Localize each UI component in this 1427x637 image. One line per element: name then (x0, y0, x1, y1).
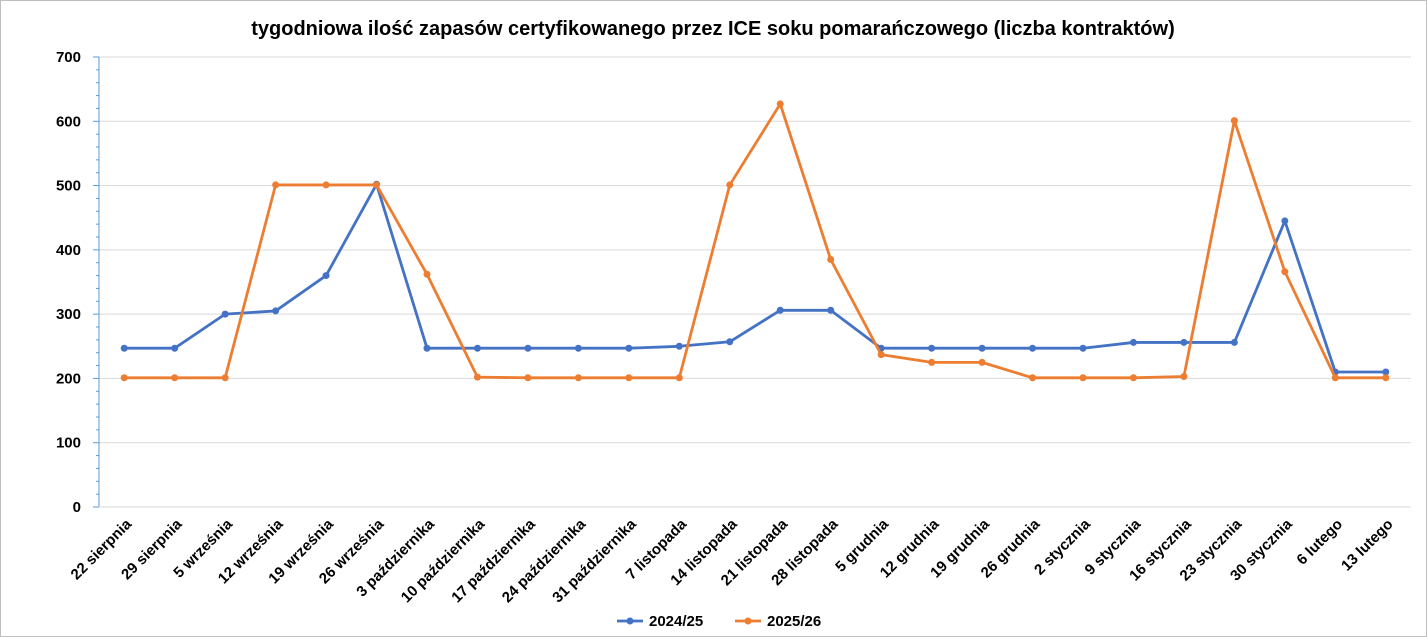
data-point (675, 342, 683, 350)
data-point (1180, 373, 1188, 380)
legend-label: 2024/25 (649, 613, 703, 630)
gridlines (99, 56, 1411, 444)
data-point (978, 344, 986, 352)
data-point (423, 270, 431, 278)
y-tick-label: 100 (56, 435, 81, 452)
data-point (978, 358, 986, 366)
data-point (1382, 368, 1390, 376)
data-point (1079, 344, 1087, 352)
data-point (776, 100, 784, 108)
data-point (473, 344, 481, 352)
data-point (322, 181, 330, 189)
data-point (574, 344, 582, 352)
chart-title: tygodniowa ilość zapasów certyfikowanego… (251, 18, 1175, 40)
data-point (221, 374, 229, 382)
y-tick-label: 600 (56, 113, 81, 130)
y-tick-label: 200 (56, 370, 81, 387)
legend: 2024/25 2025/26 (617, 613, 821, 630)
data-point (877, 351, 885, 359)
data-point (574, 374, 582, 382)
legend-label: 2025/26 (767, 613, 821, 630)
axes (93, 56, 1411, 508)
data-point (625, 344, 633, 352)
data-point (1331, 374, 1339, 382)
data-point (1230, 338, 1238, 346)
x-tick-label: 13 lutego (1338, 516, 1397, 575)
data-point (1079, 374, 1087, 382)
y-axis-tick-labels: 0 100 200 300 400 500 600 700 (56, 49, 81, 516)
data-point (1029, 374, 1037, 382)
data-point (272, 181, 280, 189)
data-point (1281, 268, 1289, 276)
data-point (473, 373, 481, 381)
data-point (726, 181, 734, 189)
data-point (120, 344, 128, 352)
series-lines (120, 100, 1390, 382)
data-point (1281, 217, 1289, 225)
data-point (221, 310, 229, 318)
data-point (827, 306, 835, 314)
data-point (625, 374, 633, 382)
data-point (726, 338, 734, 346)
y-tick-label: 500 (56, 178, 81, 195)
y-tick-label: 0 (73, 499, 81, 516)
data-point (524, 344, 532, 352)
data-point (373, 181, 381, 189)
data-point (1180, 338, 1188, 346)
x-tick-label: 6 lutego (1293, 516, 1346, 569)
data-point (322, 272, 330, 280)
y-tick-label: 700 (56, 49, 81, 66)
data-point (1230, 117, 1238, 125)
series-line (122, 182, 1388, 374)
data-point (928, 358, 936, 366)
y-tick-label: 300 (56, 306, 81, 323)
data-point (423, 344, 431, 352)
series-line (122, 102, 1388, 380)
data-point (524, 374, 532, 382)
data-point (1129, 374, 1137, 382)
data-point (776, 306, 784, 314)
data-point (120, 374, 128, 382)
data-point (675, 374, 683, 382)
data-point (928, 344, 936, 352)
data-point (171, 344, 179, 352)
data-point (1029, 344, 1037, 352)
data-point (1129, 338, 1137, 346)
legend-marker (744, 617, 752, 625)
data-point (827, 256, 835, 263)
y-tick-label: 400 (56, 242, 81, 259)
legend-marker (626, 617, 634, 625)
data-point (272, 307, 280, 315)
data-point (1382, 374, 1390, 382)
data-point (171, 374, 179, 382)
